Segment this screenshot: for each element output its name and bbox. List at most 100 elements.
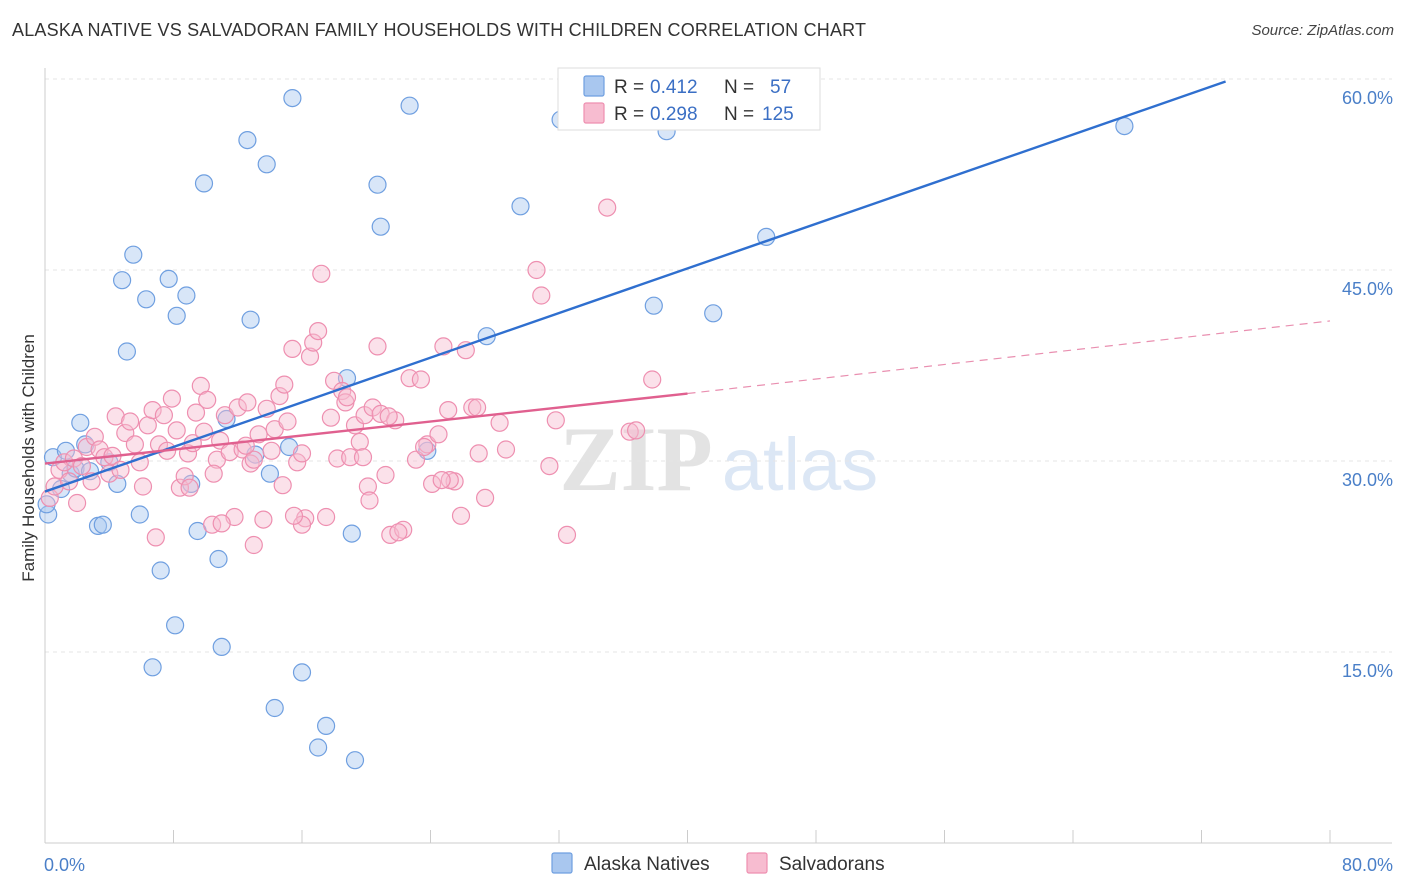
salvadoran-point-112 (236, 436, 255, 455)
alaska-point-42 (342, 524, 361, 543)
salvadoran-point-85 (411, 370, 430, 389)
salvadoran-point-57 (283, 339, 302, 358)
salvadoran-point-7 (72, 457, 92, 476)
alaska-trend-line (44, 80, 1226, 493)
y-tick-label-1: 30.0% (1342, 470, 1393, 490)
legend: R = 0.412 N = 57 R = 0.298 N = 125 (557, 67, 821, 131)
alaska-point-31 (241, 310, 260, 329)
salvadoran-point-28 (162, 389, 181, 408)
alaska-point-16 (130, 505, 149, 524)
alaska-point-13 (112, 271, 132, 290)
salvadoran-point-73 (350, 432, 369, 451)
salvadoran-point-117 (284, 506, 304, 525)
alaska-point-28 (212, 637, 231, 657)
alaska-point-34 (265, 698, 284, 718)
alaska-point-26 (194, 174, 214, 193)
salvadoran-point-116 (204, 464, 223, 483)
salvadoran-trend-line (44, 392, 688, 465)
source-credit: Source: ZipAtlas.com (1251, 22, 1394, 39)
salvadoran-point-46 (238, 393, 257, 412)
series-salvadorans (40, 198, 662, 555)
salvadoran-point-30 (170, 478, 189, 497)
salvadoran-point-101 (546, 411, 565, 430)
salvadoran-point-31 (175, 467, 194, 486)
salvadoran-point-37 (198, 390, 217, 409)
salvadoran-point-96 (476, 488, 495, 507)
series-alaska-natives (37, 88, 1134, 770)
alaska-point-21 (166, 616, 185, 635)
salvadoran-point-62 (304, 333, 323, 352)
salvadoran-point-106 (643, 370, 662, 389)
alaska-point-6 (71, 413, 90, 432)
alaska-point-43 (345, 751, 365, 770)
alaska-point-39 (309, 738, 328, 757)
salvadoran-point-55 (275, 375, 294, 394)
salvadoran-point-61 (300, 347, 320, 366)
salvadoran-trend-extension (687, 320, 1331, 395)
salvadoran-point-98 (527, 260, 546, 280)
alaska-point-15 (124, 245, 143, 264)
legend-r-value-alaska: 0.412 (650, 77, 698, 98)
alaska-point-23 (177, 286, 196, 305)
alaska-point-17 (137, 290, 156, 309)
salvadoran-point-71 (341, 448, 360, 467)
salvadoran-point-123 (432, 471, 451, 490)
salvadoran-point-56 (278, 412, 297, 431)
alaska-point-35 (260, 464, 279, 483)
salvadoran-point-48 (244, 535, 263, 555)
y-tick-label-3: 60.0% (1342, 88, 1393, 108)
salvadoran-point-111 (212, 514, 231, 533)
alaska-point-37 (283, 88, 302, 108)
salvadoran-point-44 (228, 398, 247, 417)
y-tick-label-0: 15.0% (1342, 661, 1393, 681)
alaska-point-53 (704, 304, 723, 323)
salvadoran-point-18 (121, 412, 140, 431)
salvadoran-point-26 (154, 406, 173, 425)
salvadoran-point-113 (337, 388, 357, 407)
grid-lines (45, 78, 1392, 653)
salvadoran-point-118 (353, 448, 373, 467)
salvadoran-point-82 (394, 520, 413, 539)
legend-n-label-alaska: N = (724, 77, 754, 98)
salvadoran-point-59 (292, 444, 312, 463)
salvadoran-point-92 (451, 506, 471, 525)
alaska-point-51 (644, 296, 663, 315)
alaska-point-20 (159, 269, 178, 288)
alaska-point-55 (1115, 116, 1134, 136)
salvadoran-point-84 (406, 450, 426, 469)
salvadoran-point-29 (167, 421, 186, 440)
bottom-legend: Alaska Natives Salvadorans (551, 852, 885, 875)
salvadoran-point-23 (143, 401, 162, 420)
data-points (37, 88, 1134, 770)
salvadoran-point-75 (358, 477, 377, 496)
salvadoran-point-119 (379, 407, 398, 426)
alaska-point-10 (93, 515, 112, 534)
alaska-point-27 (209, 549, 228, 569)
bottom-legend-label-alaska: Alaska Natives (584, 854, 710, 875)
legend-swatch-salvadoran (583, 102, 605, 124)
salvadoran-point-64 (312, 264, 331, 283)
salvadoran-point-124 (360, 491, 379, 510)
legend-n-value-salvadoran: 125 (762, 104, 794, 125)
legend-r-value-salvadoran: 0.298 (650, 104, 698, 125)
salvadoran-point-66 (321, 408, 340, 427)
salvadoran-point-103 (598, 198, 617, 217)
salvadoran-point-52 (262, 441, 281, 460)
alaska-point-14 (117, 342, 137, 361)
salvadoran-point-19 (125, 435, 144, 454)
salvadoran-point-24 (146, 528, 165, 547)
legend-r-label-salvadoran: R = (614, 104, 644, 125)
trend-lines (44, 80, 1331, 493)
salvadoran-point-50 (254, 510, 273, 529)
salvadoran-point-79 (376, 465, 395, 485)
salvadoran-point-63 (309, 322, 328, 341)
salvadoran-point-22 (138, 416, 157, 435)
alaska-point-45 (371, 217, 390, 236)
salvadoran-point-114 (389, 523, 408, 542)
salvadoran-point-90 (439, 401, 458, 420)
alaska-point-30 (238, 131, 257, 150)
bottom-legend-swatch-salvadoran (746, 852, 768, 874)
salvadoran-point-58 (288, 453, 307, 472)
y-tick-label-2: 45.0% (1342, 279, 1393, 299)
x-tick-label-0: 0.0% (44, 855, 85, 875)
